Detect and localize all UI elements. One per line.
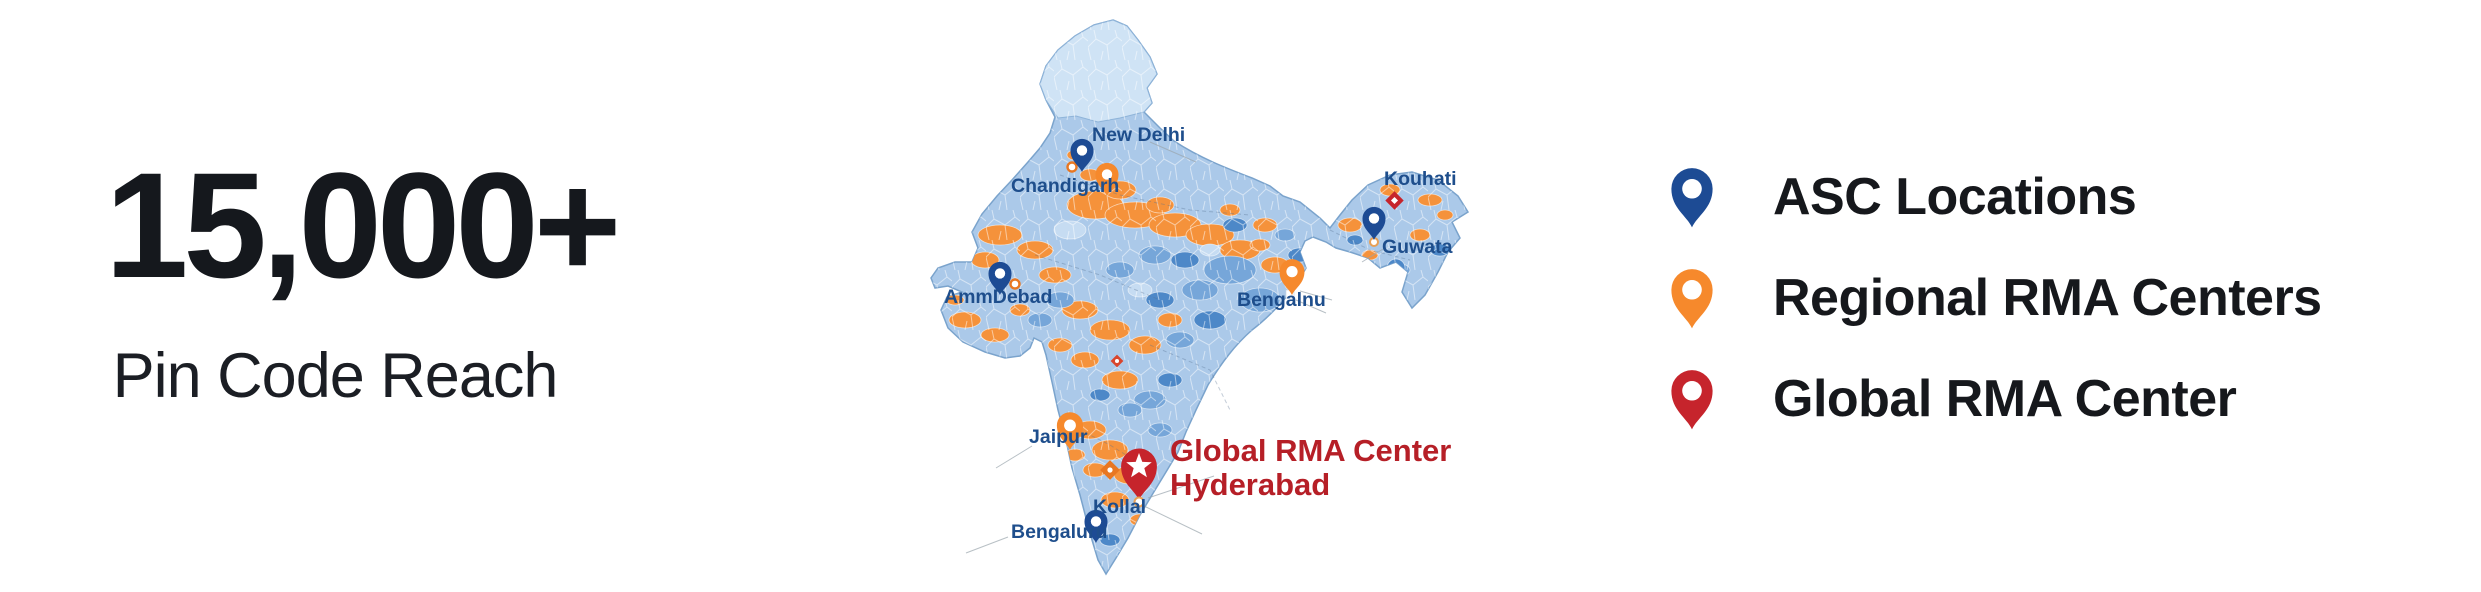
map-city-label: Chandigarh bbox=[1011, 175, 1120, 197]
stat-block: 15,000+ Pin Code Reach bbox=[105, 0, 621, 592]
map-city-label: New Delhi bbox=[1092, 124, 1186, 146]
map-city-label: Kollal bbox=[1093, 496, 1147, 518]
asc-pin-icon bbox=[1671, 168, 1713, 228]
global-pin-icon bbox=[1671, 370, 1713, 430]
map-city-label: Guwata bbox=[1382, 236, 1453, 258]
legend-item-global: Global RMA Center bbox=[1666, 365, 2322, 432]
global-rma-callout: Global RMA Center Hyderabad bbox=[1170, 434, 1451, 502]
callout-city: Hyderabad bbox=[1170, 467, 1331, 502]
legend-label: ASC Locations bbox=[1773, 167, 2137, 226]
legend-item-regional: Regional RMA Centers bbox=[1666, 264, 2322, 331]
map-city-label: Jaipur bbox=[1029, 426, 1088, 448]
legend-label: Regional RMA Centers bbox=[1773, 268, 2322, 327]
legend-label: Global RMA Center bbox=[1773, 369, 2237, 428]
orange-diamond-inner bbox=[1107, 467, 1113, 473]
regional-pin-icon bbox=[1671, 269, 1713, 329]
map-legend: ASC Locations Regional RMA Centers Globa… bbox=[1666, 163, 2322, 466]
map-city-label: Kouhati bbox=[1384, 168, 1457, 190]
map-city-label: Bengalnu bbox=[1237, 289, 1326, 311]
map-city-label: AmmDebad bbox=[944, 286, 1053, 308]
red-diamond-inner bbox=[1115, 359, 1119, 363]
callout-title: Global RMA Center bbox=[1170, 433, 1452, 468]
regional-dot-marker bbox=[1066, 161, 1078, 173]
leader-lines bbox=[965, 141, 1384, 554]
legend-item-asc: ASC Locations bbox=[1666, 163, 2322, 230]
stat-value: 15,000+ bbox=[105, 141, 621, 309]
star-icon bbox=[1126, 452, 1152, 478]
global-pin-tip-dot bbox=[1133, 496, 1145, 508]
global-pin-hyderabad bbox=[1121, 448, 1157, 500]
map-city-label: Bengaluru bbox=[1011, 521, 1108, 543]
regional-dot-marker bbox=[1009, 278, 1021, 290]
india-landmass bbox=[930, 19, 1469, 575]
stat-label: Pin Code Reach bbox=[112, 341, 559, 411]
